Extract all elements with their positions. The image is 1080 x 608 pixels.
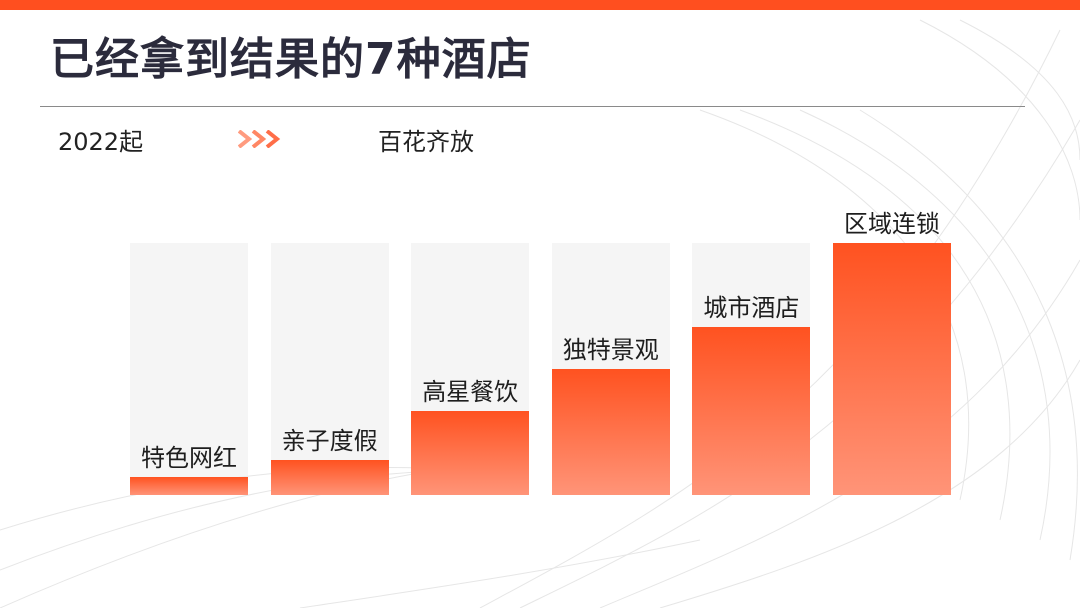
- bar-label: 特色网红: [141, 444, 237, 472]
- triple-chevron-right-icon: [238, 130, 281, 148]
- bar-label: 城市酒店: [703, 294, 800, 322]
- tagline-label: 百花齐放: [378, 128, 474, 156]
- bar: [692, 327, 811, 495]
- bar-label: 区域连锁: [844, 210, 940, 238]
- bar-label: 亲子度假: [281, 427, 378, 455]
- bar: [130, 477, 248, 495]
- bar-label: 高星餐饮: [422, 378, 519, 406]
- top-accent-bar: [0, 0, 1080, 10]
- page-title: 已经拿到结果的7种酒店: [50, 34, 532, 85]
- bar-track: [130, 243, 248, 495]
- bar: [411, 411, 530, 495]
- title-divider: [40, 106, 1025, 107]
- bar: [551, 369, 670, 495]
- bar-track: [270, 243, 389, 495]
- year-label: 2022起: [58, 128, 144, 156]
- bar: [833, 243, 951, 495]
- bar: [270, 460, 389, 495]
- bar-label: 独特景观: [562, 336, 659, 364]
